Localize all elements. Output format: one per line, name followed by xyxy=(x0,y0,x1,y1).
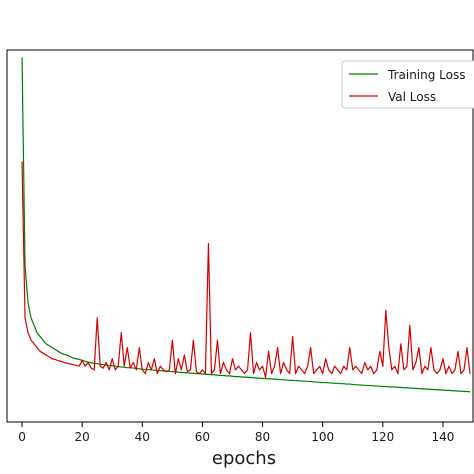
x-tick-label: 40 xyxy=(135,430,150,444)
x-ticks: 0 20 40 60 80 100 120 140 xyxy=(18,422,454,444)
x-tick-label: 140 xyxy=(431,430,454,444)
legend-label-training-loss: Training Loss xyxy=(387,68,465,82)
legend-label-val-loss: Val Loss xyxy=(388,90,436,104)
series-line-val-loss xyxy=(21,161,471,378)
x-axis-label: epochs xyxy=(212,448,276,469)
x-tick-label: 120 xyxy=(371,430,394,444)
x-tick-label: 0 xyxy=(18,430,26,444)
series-lines xyxy=(21,57,471,393)
legend: Training Loss Val Loss xyxy=(341,60,474,109)
plot-area xyxy=(6,49,474,423)
x-tick-label: 80 xyxy=(255,430,270,444)
x-tick-label: 20 xyxy=(75,430,90,444)
series-line-training-loss xyxy=(21,57,471,393)
x-tick-label: 60 xyxy=(195,430,210,444)
x-tick-label: 100 xyxy=(311,430,334,444)
